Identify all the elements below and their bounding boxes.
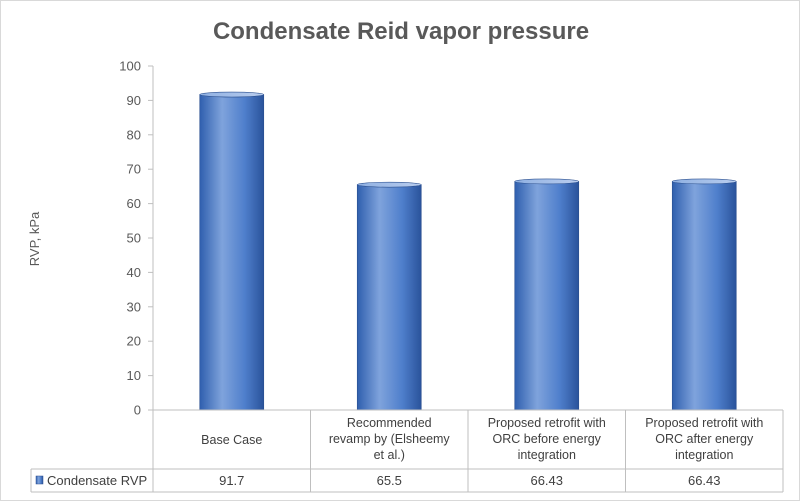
bar (671, 178, 737, 411)
y-axis-label: RVP, kPa (27, 211, 42, 266)
y-tick-label: 90 (127, 93, 141, 108)
y-tick-label: 50 (127, 231, 141, 246)
bar (199, 91, 265, 411)
data-value-label: 91.7 (219, 473, 244, 488)
category-label: ORC after energy (655, 432, 754, 446)
category-label: integration (518, 448, 576, 462)
bar-body (199, 94, 265, 411)
bar-top (356, 181, 422, 188)
category-label: Proposed retrofit with (645, 416, 763, 430)
bar-top (671, 178, 737, 185)
y-tick-label: 30 (127, 299, 141, 314)
y-tick-label: 70 (127, 162, 141, 177)
y-tick-label: 40 (127, 265, 141, 280)
category-label: integration (675, 448, 733, 462)
y-tick-label: 60 (127, 196, 141, 211)
y-tick-label: 0 (134, 403, 141, 418)
category-label: et al.) (374, 448, 405, 462)
axis-layer: 0 10 20 30 40 50 60 70 80 90 100 (119, 59, 154, 418)
bar-body (671, 181, 737, 411)
bar-top (514, 178, 580, 185)
bar (356, 181, 422, 411)
category-label: Proposed retrofit with (488, 416, 606, 430)
y-tick-label: 20 (127, 334, 141, 349)
data-table: Base Case Recommended revamp by (Elsheemy e… (30, 409, 784, 493)
data-value-label: 66.43 (688, 473, 721, 488)
chart-title: Condensate Reid vapor pressure (213, 18, 589, 45)
bar-layer (199, 91, 737, 411)
category-label: ORC before energy (493, 432, 602, 446)
bar (514, 178, 580, 411)
bar-body (356, 184, 422, 411)
category-label: revamp by (Elsheemy (329, 432, 451, 446)
y-tick-label: 100 (119, 59, 141, 74)
bar-top (199, 91, 265, 98)
bar-body (514, 181, 580, 411)
category-label: Recommended (347, 416, 432, 430)
data-value-label: 66.43 (530, 473, 563, 488)
legend-key (35, 475, 44, 485)
category-label: Base Case (201, 433, 262, 447)
y-tick-label: 80 (127, 127, 141, 142)
series-name: Condensate RVP (47, 473, 147, 488)
y-tick-label: 10 (127, 368, 141, 383)
data-value-label: 65.5 (377, 473, 402, 488)
